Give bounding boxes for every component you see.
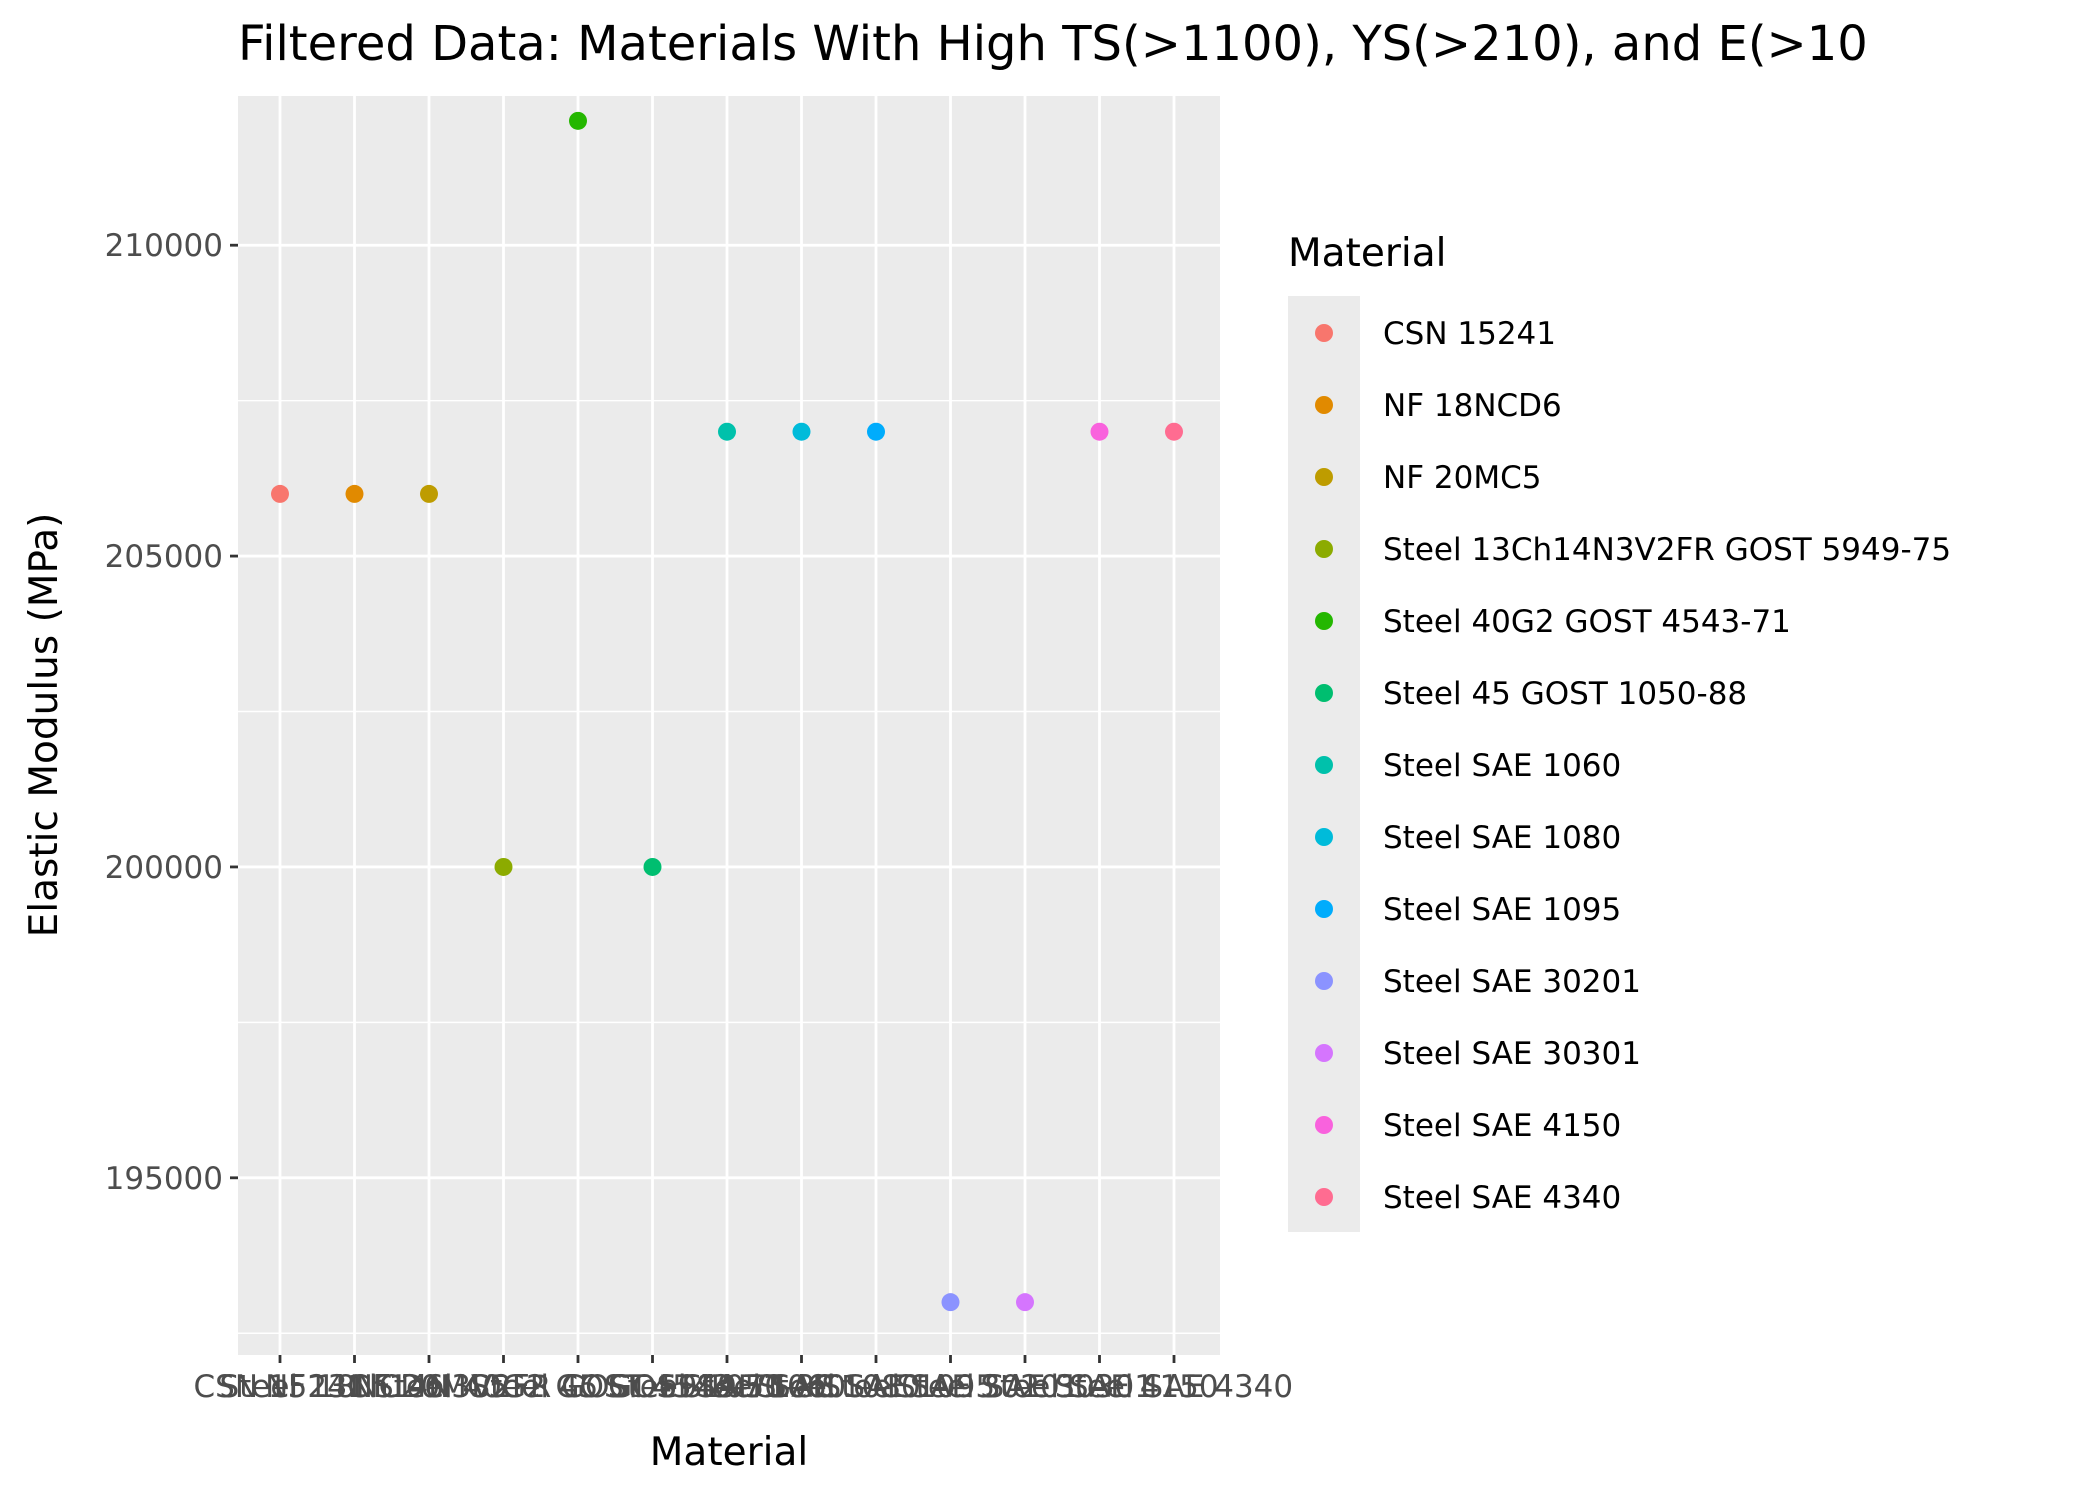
x-tick-label: Steel SAE 30201 (822, 1369, 1080, 1405)
legend-label: Steel SAE 1060 (1383, 748, 1621, 784)
legend-label: Steel SAE 4340 (1383, 1180, 1621, 1216)
y-tick-label: 210000 (105, 228, 223, 264)
legend-key (1315, 1116, 1333, 1134)
legend: Material CSN 15241 NF 18NCD6 NF 20MC5 Steel… (1288, 231, 1951, 1232)
y-tick-label: 205000 (105, 539, 223, 575)
legend-label: Steel SAE 1095 (1383, 892, 1621, 928)
legend-label: Steel SAE 1080 (1383, 820, 1621, 856)
legend-key (1315, 1044, 1333, 1062)
y-axis: 195000 200000 205000 210000 (105, 228, 238, 1197)
data-point (941, 1293, 960, 1312)
legend-label: Steel 40G2 GOST 4543-71 (1383, 604, 1791, 640)
data-point (345, 484, 364, 503)
legend-label: Steel SAE 30201 (1383, 964, 1641, 1000)
legend-key (1315, 540, 1333, 558)
legend-key (1315, 612, 1333, 630)
x-tick-label: NF 20MC5 (350, 1369, 508, 1405)
minor-gridlines (238, 399, 1220, 1334)
data-point (1016, 1293, 1034, 1312)
legend-label: Steel SAE 30301 (1383, 1036, 1641, 1072)
data-point (420, 484, 438, 503)
legend-key (1315, 324, 1333, 342)
x-tick-label: CSN 15241 (194, 1369, 367, 1405)
legend-label: Steel SAE 4150 (1383, 1108, 1621, 1144)
data-point (569, 111, 587, 130)
legend-key (1315, 1188, 1333, 1206)
data-point (792, 422, 811, 441)
legend-label: Steel 45 GOST 1050-88 (1383, 676, 1747, 712)
data-point (271, 484, 289, 503)
data-point (643, 857, 662, 876)
x-tick-label: Steel 13Ch14N3V2FR GOST 5949-75 (219, 1369, 787, 1405)
data-point (718, 422, 736, 441)
x-tick-label: Steel SAE 1080 (682, 1369, 920, 1405)
x-tick-label: Steel SAE 4340 (1055, 1369, 1293, 1405)
y-axis-title: Elastic Modulus (MPa) (22, 513, 67, 938)
legend-key (1315, 396, 1333, 414)
y-tick-label: 200000 (105, 850, 223, 886)
data-point (867, 422, 885, 441)
data-point (1090, 422, 1109, 441)
legend-key (1315, 684, 1333, 702)
legend-key (1315, 972, 1333, 990)
y-tick-label: 195000 (105, 1161, 223, 1197)
plot-panel (238, 96, 1220, 1355)
x-tick-label: NF 18NCD6 (265, 1369, 444, 1405)
legend-label: CSN 15241 (1383, 316, 1556, 352)
legend-title: Material (1288, 231, 1446, 276)
legend-label: Steel 13Ch14N3V2FR GOST 5949-75 (1383, 532, 1951, 568)
legend-items: CSN 15241 NF 18NCD6 NF 20MC5 Steel 13Ch14N3… (1315, 316, 1951, 1216)
x-tick-label: Steel 45 GOST 1050-88 (470, 1369, 834, 1405)
data-point (494, 857, 513, 876)
x-tick-label: Steel SAE 30301 (896, 1369, 1154, 1405)
x-tick-label: Steel SAE 1095 (757, 1369, 995, 1405)
legend-label: NF 20MC5 (1383, 460, 1541, 496)
legend-key (1315, 756, 1333, 774)
major-gridlines (238, 96, 1220, 1355)
x-tick-label: Steel SAE 1060 (608, 1369, 846, 1405)
x-tick-label: Steel SAE 4150 (980, 1369, 1218, 1405)
x-axis-title: Material (650, 1430, 808, 1475)
x-tick-label: Steel 40G2 GOST 4543-71 (374, 1369, 782, 1405)
chart-title: Filtered Data: Materials With High TS(>1… (238, 16, 1868, 72)
legend-key (1315, 468, 1333, 486)
data-points (271, 111, 1183, 1312)
legend-key (1315, 828, 1333, 846)
legend-key (1315, 900, 1333, 918)
data-point (1165, 422, 1183, 441)
legend-label: NF 18NCD6 (1383, 388, 1562, 424)
